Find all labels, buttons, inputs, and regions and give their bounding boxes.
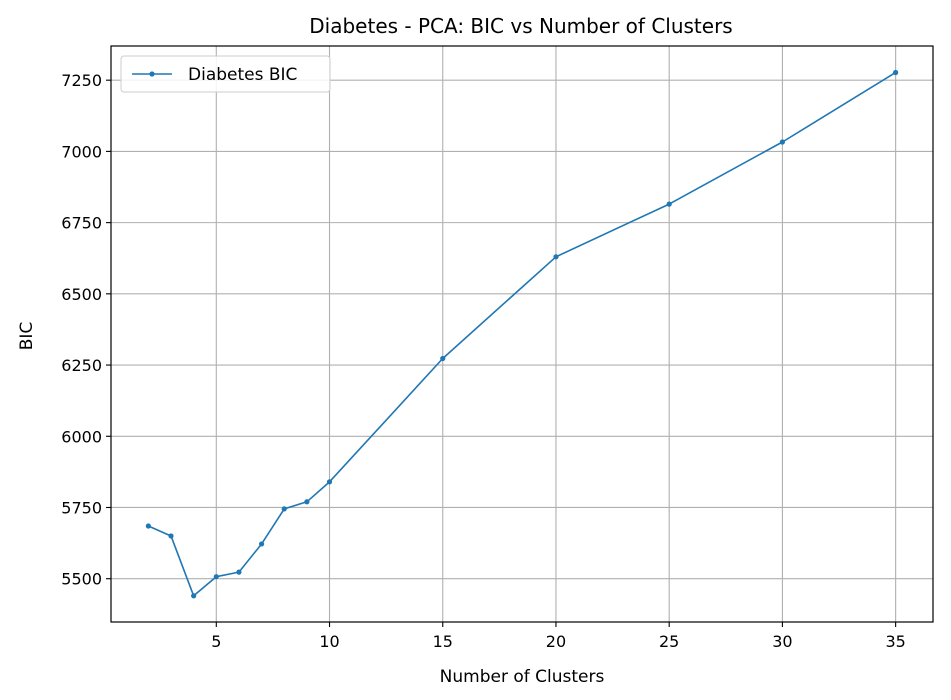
data-point — [191, 593, 197, 599]
data-point — [893, 69, 899, 76]
x-axis-ticks: 5 10 15 20 25 30 35 — [211, 622, 906, 651]
data-point — [304, 499, 310, 505]
y-tick-label: 7000 — [61, 142, 102, 161]
legend-marker-swatch — [149, 71, 155, 77]
legend: Diabetes BIC — [120, 55, 331, 93]
plot-area — [110, 45, 934, 623]
y-tick-label: 5750 — [61, 498, 102, 517]
data-point — [326, 479, 333, 485]
x-tick-label: 10 — [319, 632, 339, 651]
data-point — [213, 574, 219, 580]
y-tick-label: 5500 — [61, 570, 102, 589]
data-point — [236, 569, 242, 575]
data-point — [666, 201, 672, 207]
legend-box — [120, 55, 331, 93]
plot-frame — [110, 45, 934, 623]
x-tick-label: 20 — [546, 632, 566, 651]
x-axis-label: Number of Clusters — [440, 667, 605, 687]
data-point — [258, 541, 265, 547]
data-point — [553, 254, 559, 260]
y-tick-label: 7250 — [61, 71, 102, 90]
data-point — [440, 355, 446, 362]
y-tick-label: 6500 — [61, 285, 102, 304]
chart-title: Diabetes - PCA: BIC vs Number of Cluster… — [309, 14, 732, 38]
x-tick-label: 15 — [433, 632, 453, 651]
data-point — [281, 506, 287, 512]
y-tick-label: 6000 — [61, 427, 102, 446]
y-tick-label: 6750 — [61, 214, 102, 233]
data-point — [779, 139, 786, 145]
x-tick-label: 5 — [211, 632, 221, 651]
series-line — [148, 71, 897, 597]
data-point — [168, 533, 174, 539]
x-tick-label: 35 — [885, 632, 905, 651]
x-tick-label: 25 — [659, 632, 679, 651]
y-axis-ticks: 5500 5750 6000 6250 6500 6750 7000 7250 — [61, 71, 111, 589]
y-axis-label: BIC — [17, 322, 37, 351]
data-point — [145, 523, 151, 529]
series-layer — [145, 69, 899, 599]
x-tick-label: 30 — [772, 632, 792, 651]
legend-label: Diabetes BIC — [188, 65, 297, 85]
y-tick-label: 6250 — [61, 356, 102, 375]
